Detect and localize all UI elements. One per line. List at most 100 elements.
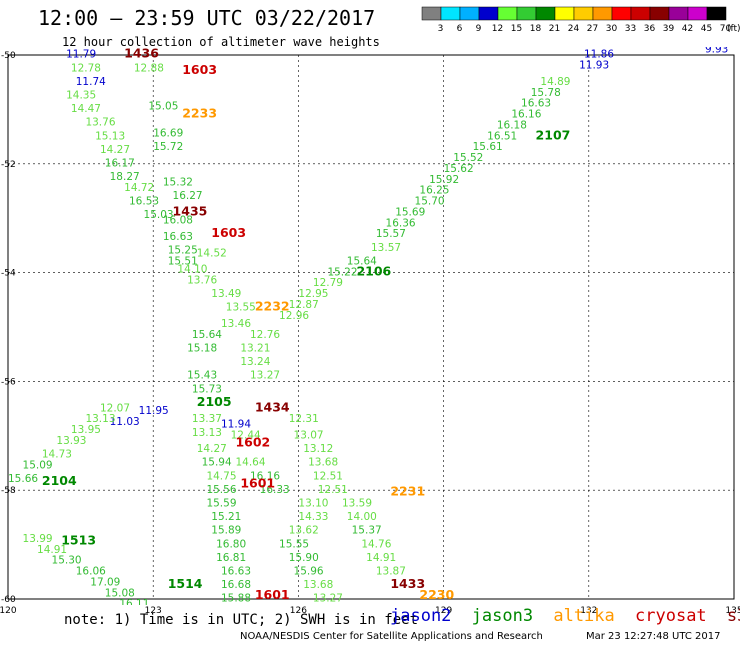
wave-height-value: 14.52 (197, 247, 227, 259)
wave-height-value: 16.27 (173, 190, 203, 202)
wave-height-value: 13.95 (71, 424, 101, 436)
legend-altika: altika (553, 606, 615, 626)
lat-tick-label: -52 (1, 160, 16, 170)
credit-line: NOAA/NESDIS Center for Satellite Applica… (240, 631, 543, 642)
wave-height-value: 15.43 (187, 370, 217, 382)
wave-height-value: 16.51 (487, 130, 517, 142)
wave-height-value: 15.69 (395, 206, 425, 218)
wave-height-value: 16.81 (216, 552, 246, 564)
colorbar-tick: 42 (682, 24, 693, 34)
wave-height-value: 12.76 (250, 329, 280, 341)
wave-height-value: 13.68 (303, 579, 333, 591)
colorbar-tick: 15 (511, 24, 522, 34)
wave-height-value: 15.21 (211, 511, 241, 523)
colorbar-tick: 70 (720, 24, 732, 34)
wave-height-value: 13.59 (342, 498, 372, 510)
pass-time-label: 1514 (168, 576, 203, 591)
wave-height-value: 14.91 (37, 544, 67, 556)
wave-height-value: 15.03 (144, 209, 174, 221)
wave-height-value: 11.74 (76, 76, 106, 88)
colorbar-tick: 39 (663, 24, 675, 34)
wave-height-value: 13.24 (240, 356, 270, 368)
colorbar-tick: 27 (587, 24, 598, 34)
wave-height-value: 15.37 (352, 525, 382, 537)
pass-time-label: 2231 (390, 484, 425, 499)
wave-height-value: 14.72 (124, 182, 154, 194)
wave-height-value: 13.46 (221, 318, 251, 330)
lon-tick-label: 132 (580, 606, 597, 616)
pass-time-label: 1603 (211, 225, 246, 240)
wave-height-value: 15.08 (105, 587, 135, 599)
wave-height-value: 15.51 (168, 255, 198, 267)
wave-height-value: 15.56 (206, 484, 236, 496)
wave-height-value: 13.68 (308, 457, 338, 469)
wave-height-value: 14.35 (66, 90, 96, 102)
pass-time-label: 1436 (124, 46, 159, 61)
wave-height-value: 16.33 (260, 484, 290, 496)
pass-time-label: 1433 (390, 576, 425, 591)
lat-tick-label: -56 (1, 377, 16, 387)
wave-height-value: 15.61 (473, 141, 503, 153)
wave-height-value: 13.57 (371, 242, 401, 254)
wave-height-value: 15.05 (148, 100, 178, 112)
lat-tick-label: -50 (1, 51, 16, 61)
wave-height-value: 13.76 (85, 117, 115, 129)
wave-height-value: 14.89 (540, 76, 570, 88)
wave-height-value: 13.27 (250, 370, 280, 382)
wave-height-value: 14.91 (366, 552, 396, 564)
colorbar-tick: 24 (568, 24, 580, 34)
wave-height-value: 16.63 (221, 566, 251, 578)
pass-time-label: 2105 (197, 394, 232, 409)
wave-height-value: 13.21 (240, 342, 270, 354)
plot-area: 120 123 126 129 132 135 -50 -52 -54 -56 -58 -60 (0, 51, 740, 616)
wave-height-value: 14.76 (361, 538, 391, 550)
colorbar-tick: 45 (701, 24, 712, 34)
lon-tick-label: 120 (0, 606, 17, 616)
wave-height-colorbar: 3 6 9 12 15 18 21 24 27 30 33 36 39 42 45 70(ft) (421, 6, 740, 34)
colorbar-tick: 6 (457, 24, 463, 34)
wave-height-value: 16.16 (250, 470, 280, 482)
wave-height-value: 16.36 (386, 217, 416, 229)
legend-cryosat: cryosat (635, 606, 707, 626)
wave-height-value: 14.47 (71, 103, 101, 115)
legend-s3a: s3a (726, 606, 740, 626)
wave-height-value: 13.93 (56, 435, 86, 447)
map-title: 12:00 – 23:59 UTC 03/22/2017 (38, 6, 376, 30)
wave-height-value: 14.33 (298, 511, 328, 523)
wave-height-value: 13.13 (85, 413, 115, 425)
lat-tick-label: -58 (1, 486, 16, 496)
colorbar-tick: 33 (625, 24, 636, 34)
wave-height-value: 13.07 (294, 430, 324, 442)
wave-height-value: 15.52 (453, 152, 483, 164)
wave-height-value: 12.95 (298, 288, 328, 300)
colorbar-swatch (706, 6, 727, 21)
wave-height-value: 11.95 (139, 405, 169, 417)
satellite-legend: jason2 jason3 altika cryosat s3a (390, 606, 740, 626)
legend-jason3: jason3 (471, 606, 534, 626)
wave-height-value: 11.86 (584, 49, 614, 61)
wave-height-value: 13.99 (23, 533, 53, 545)
colorbar-tick: 18 (530, 24, 542, 34)
wave-height-value: 11.03 (110, 416, 140, 428)
wave-height-value: 16.18 (497, 119, 527, 131)
wave-height-value: 16.63 (163, 231, 193, 243)
wave-height-value: 13.55 (226, 302, 256, 314)
pass-time-label: 1435 (173, 203, 208, 218)
wave-height-value: 15.96 (294, 566, 324, 578)
legend-jason2: jason2 (390, 606, 452, 626)
pass-time-label: 2104 (42, 473, 77, 488)
wave-height-value: 12.51 (313, 470, 343, 482)
wave-height-value: 15.64 (347, 255, 377, 267)
wave-height-value: 15.92 (429, 174, 459, 186)
wave-height-value: 15.59 (206, 498, 236, 510)
wave-height-value: 16.53 (129, 196, 159, 208)
wave-height-value: 16.06 (76, 566, 106, 578)
wave-height-value: 11.79 (66, 49, 96, 61)
wave-height-value: 15.94 (202, 457, 232, 469)
wave-height-value: 14.00 (347, 511, 377, 523)
wave-height-value: 15.30 (52, 555, 82, 567)
lat-tick-label: -60 (1, 595, 16, 605)
